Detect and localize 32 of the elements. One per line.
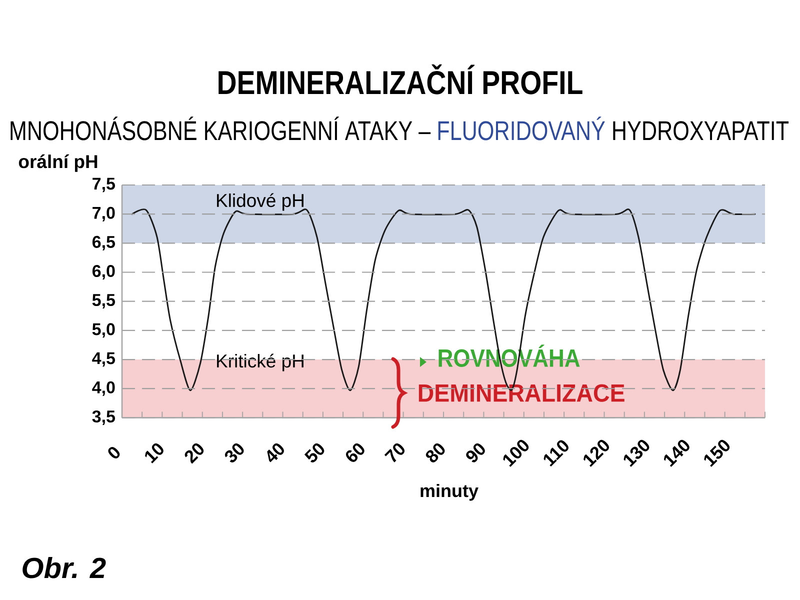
y-tick-label: 5,0: [92, 323, 115, 338]
x-tick-label: 100: [503, 440, 529, 467]
x-tick-label: 70: [384, 443, 405, 462]
x-tick-label: 40: [267, 443, 284, 462]
y-tick-label: 7,0: [92, 206, 115, 222]
x-tick-label: 80: [426, 443, 445, 462]
text: Obr. 2: [22, 556, 106, 578]
y-tick-label: 7,5: [92, 178, 116, 192]
y-tick-label: 6,0: [92, 265, 115, 280]
x-tick-label: 60: [346, 443, 364, 462]
x-tick-label: 50: [304, 443, 324, 462]
y-tick-label: 5,5: [92, 294, 116, 309]
chart-subtitle: MNOHONÁSOBNÉ KARIOGENNÍ ATAKY – FLUORIDOVANÝ HYDROXYAPATIT: [10, 116, 789, 140]
x-tick-label: 10: [145, 443, 164, 464]
x-tick-label: 130: [624, 440, 650, 467]
y-axis-title: orální pH: [18, 154, 98, 172]
x-tick-label: 150: [704, 440, 730, 467]
chart-title: DEMINERALIZAČNÍ PROFIL: [218, 64, 582, 94]
band-label: Klidové pH: [217, 193, 304, 211]
y-tick-label: 6,5: [92, 236, 116, 250]
annotation: DEMINERALIZACE: [418, 384, 624, 402]
x-axis-title: minuty: [420, 484, 478, 501]
x-tick-label: 0: [108, 446, 120, 458]
y-tick-label: 3,5: [92, 410, 116, 425]
x-tick-label: 90: [466, 443, 485, 462]
x-tick-label: 110: [544, 440, 568, 467]
x-tick-label: 30: [224, 443, 244, 462]
x-tick-label: 140: [664, 440, 690, 467]
x-tick-label: 120: [584, 440, 610, 467]
x-tick-label: 20: [184, 443, 204, 464]
y-tick-label: 4,0: [92, 381, 115, 396]
y-tick-label: 4,5: [92, 352, 116, 367]
